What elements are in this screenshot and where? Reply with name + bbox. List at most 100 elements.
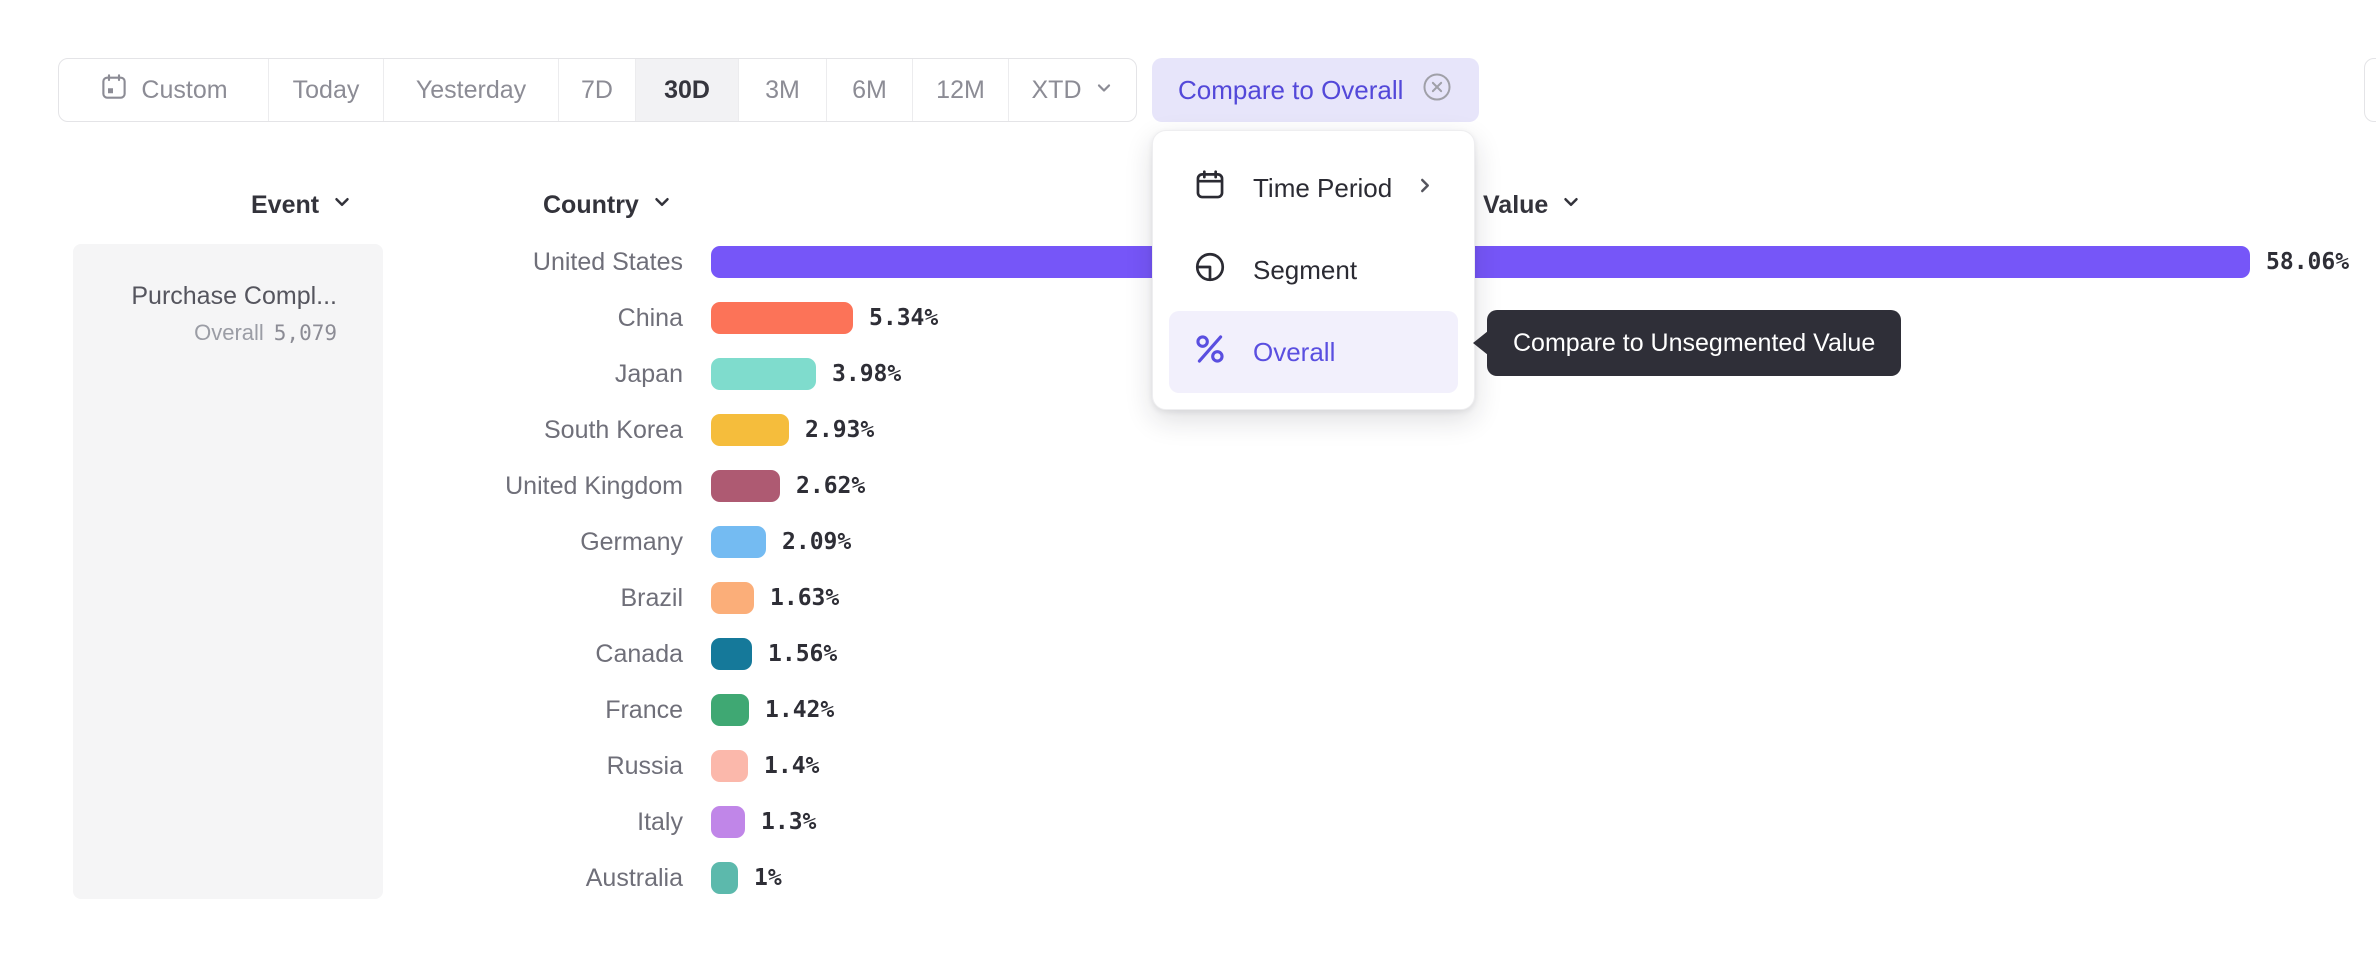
tooltip-text: Compare to Unsegmented Value bbox=[1513, 328, 1876, 357]
country-label: Canada bbox=[595, 639, 683, 668]
country-bar[interactable] bbox=[711, 358, 816, 390]
chevron-down-icon bbox=[651, 191, 673, 220]
country-bar[interactable] bbox=[711, 582, 754, 614]
time-button-label: 12M bbox=[936, 75, 985, 104]
overall-value: 5,079 bbox=[273, 321, 337, 345]
country-bar[interactable] bbox=[711, 246, 2250, 278]
chart-row: Brazil 1.63% bbox=[0, 570, 2376, 626]
country-bar[interactable] bbox=[711, 862, 738, 894]
country-value-label: 1.4% bbox=[764, 753, 820, 779]
country-value-label: 3.98% bbox=[832, 361, 902, 387]
event-overall-row: Overall 5,079 bbox=[93, 320, 337, 346]
time-button-label: 7D bbox=[581, 75, 613, 104]
time-button-6m[interactable]: 6M bbox=[827, 59, 913, 121]
country-bar[interactable] bbox=[711, 414, 789, 446]
chart-row: United States 58.06% bbox=[0, 234, 2376, 290]
country-label: South Korea bbox=[544, 415, 683, 444]
time-range-segmented-control: Custom Today Yesterday 7D 30D 3M 6M 12M … bbox=[58, 58, 1137, 122]
country-value-label: 58.06% bbox=[2266, 249, 2350, 275]
menu-item-label: Overall bbox=[1253, 336, 1336, 367]
menu-item-label: Segment bbox=[1253, 254, 1358, 285]
time-button-label: Yesterday bbox=[415, 75, 527, 104]
country-bar[interactable] bbox=[711, 694, 749, 726]
remove-compare-icon[interactable] bbox=[1421, 71, 1453, 110]
time-button-label: 30D bbox=[664, 75, 710, 104]
country-bar[interactable] bbox=[711, 638, 752, 670]
chart-row: France 1.42% bbox=[0, 682, 2376, 738]
country-column-label: Country bbox=[543, 191, 639, 219]
chart-row: China 5.34% bbox=[0, 290, 2376, 346]
chart-row: Russia 1.4% bbox=[0, 738, 2376, 794]
value-column-header[interactable]: Value bbox=[1483, 191, 1582, 220]
compare-dropdown-menu: Time Period Segment Overal bbox=[1152, 130, 1475, 410]
country-bar[interactable] bbox=[711, 526, 766, 558]
time-button-3m[interactable]: 3M bbox=[739, 59, 827, 121]
country-bar[interactable] bbox=[711, 750, 748, 782]
time-button-yesterday[interactable]: Yesterday bbox=[384, 59, 559, 121]
compare-tooltip: Compare to Unsegmented Value bbox=[1473, 310, 1902, 376]
country-value-label: 2.09% bbox=[782, 529, 852, 555]
overall-label: Overall bbox=[194, 320, 264, 345]
value-column-label: Value bbox=[1483, 191, 1549, 219]
country-label: China bbox=[617, 303, 683, 332]
time-button-xtd[interactable]: XTD bbox=[1009, 59, 1136, 121]
country-value-label: 2.93% bbox=[805, 417, 875, 443]
time-button-label: Custom bbox=[141, 75, 228, 104]
compare-to-overall-label: Compare to Overall bbox=[1178, 74, 1404, 105]
country-value-label: 1.56% bbox=[768, 641, 838, 667]
time-button-label: 3M bbox=[765, 75, 800, 104]
segment-icon bbox=[1193, 250, 1227, 291]
percent-icon bbox=[1193, 332, 1227, 373]
chevron-right-icon bbox=[1414, 173, 1436, 204]
event-column-header[interactable]: Event bbox=[251, 191, 353, 220]
country-label: Japan bbox=[614, 359, 683, 388]
compare-to-overall-button[interactable]: Compare to Overall bbox=[1152, 58, 1480, 122]
country-label: France bbox=[605, 695, 683, 724]
time-button-today[interactable]: Today bbox=[269, 59, 384, 121]
country-label: United Kingdom bbox=[505, 471, 683, 500]
country-label: United States bbox=[532, 247, 683, 276]
event-name: Purchase Compl... bbox=[131, 282, 337, 310]
country-bar[interactable] bbox=[711, 806, 745, 838]
country-value-label: 2.62% bbox=[796, 473, 866, 499]
clipped-edge-button[interactable] bbox=[2364, 58, 2376, 122]
country-label: Germany bbox=[580, 527, 683, 556]
country-bar-chart: United States 58.06% China 5.34% Japan 3… bbox=[0, 234, 2376, 906]
time-button-custom[interactable]: Custom bbox=[59, 59, 269, 121]
chart-row: South Korea 2.93% bbox=[0, 402, 2376, 458]
time-button-7d[interactable]: 7D bbox=[559, 59, 636, 121]
chevron-down-icon bbox=[1560, 191, 1582, 220]
menu-item-label: Time Period bbox=[1253, 172, 1393, 203]
menu-item-overall[interactable]: Overall bbox=[1169, 311, 1458, 393]
chevron-down-icon bbox=[1094, 76, 1114, 105]
calendar-icon bbox=[99, 72, 129, 109]
time-button-label: Today bbox=[292, 75, 360, 104]
country-label: Australia bbox=[585, 863, 683, 892]
country-column-header[interactable]: Country bbox=[543, 191, 673, 220]
country-value-label: 1.63% bbox=[770, 585, 840, 611]
country-bar[interactable] bbox=[711, 470, 780, 502]
country-label: Brazil bbox=[620, 583, 683, 612]
menu-item-time-period[interactable]: Time Period bbox=[1169, 147, 1458, 229]
country-value-label: 5.34% bbox=[869, 305, 939, 331]
calendar-icon bbox=[1193, 168, 1227, 209]
chart-row: Italy 1.3% bbox=[0, 794, 2376, 850]
chart-row: Canada 1.56% bbox=[0, 626, 2376, 682]
country-value-label: 1% bbox=[754, 865, 782, 891]
chart-row: Japan 3.98% bbox=[0, 346, 2376, 402]
country-bar[interactable] bbox=[711, 302, 853, 334]
chart-row: Germany 2.09% bbox=[0, 514, 2376, 570]
time-button-label: 6M bbox=[852, 75, 887, 104]
country-label: Russia bbox=[606, 751, 683, 780]
time-button-30d[interactable]: 30D bbox=[636, 59, 739, 121]
chevron-down-icon bbox=[331, 191, 353, 220]
event-card[interactable]: Purchase Compl... Overall 5,079 bbox=[73, 244, 383, 899]
time-button-label: XTD bbox=[1031, 75, 1082, 104]
menu-item-segment[interactable]: Segment bbox=[1169, 229, 1458, 311]
time-button-12m[interactable]: 12M bbox=[913, 59, 1009, 121]
country-value-label: 1.42% bbox=[765, 697, 835, 723]
country-value-label: 1.3% bbox=[761, 809, 817, 835]
chart-row: Australia 1% bbox=[0, 850, 2376, 906]
country-label: Italy bbox=[637, 807, 683, 836]
